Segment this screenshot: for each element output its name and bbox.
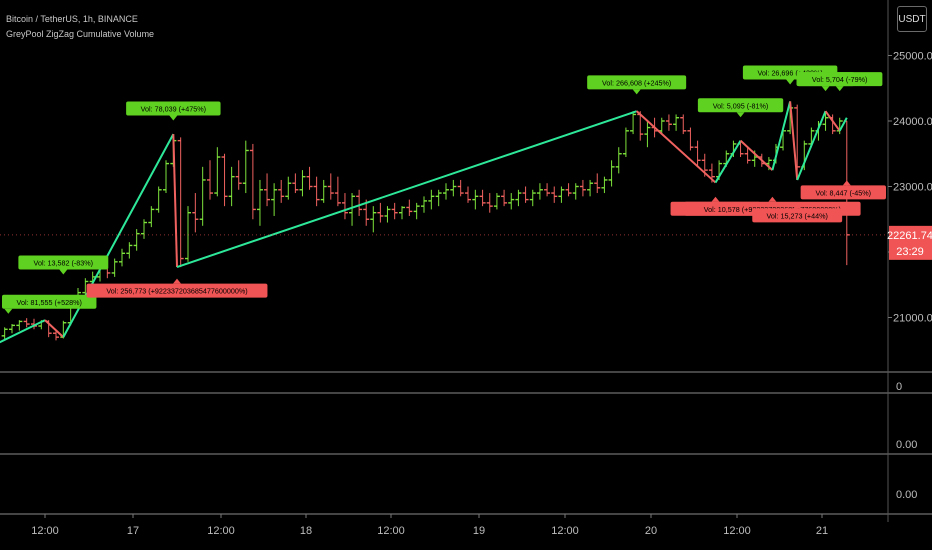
zigzag-segment — [771, 101, 792, 171]
volume-label-pointer — [736, 112, 745, 118]
volume-label-text: Vol: 78,039 (+475%) — [141, 105, 206, 114]
volume-label-up: Vol: 81,555 (+528%) — [2, 294, 97, 314]
volume-label-text: Vol: 5,704 (-79%) — [812, 75, 868, 84]
volume-label-pointer — [793, 203, 802, 209]
volume-label-box — [752, 208, 843, 223]
volume-label-text: Vol: 256,773 (+922337203685477600000%) — [106, 287, 247, 296]
volume-labels-layer: Vol: 81,555 (+528%) Vol: 13,582 (-83%) Vol… — [2, 65, 886, 314]
symbol-title: Bitcoin / TetherUS, 1h, BINANCE — [6, 14, 138, 24]
volume-label-pointer — [786, 79, 795, 85]
time-tick-label: 12:00 — [551, 525, 579, 537]
volume-label-box — [800, 185, 886, 200]
volume-label-box — [797, 72, 883, 87]
volume-label-box — [587, 75, 687, 90]
pane-axis-label: 0.00 — [896, 439, 917, 451]
volume-label-up: Vol: 266,608 (+245%) — [587, 75, 687, 95]
volume-label-text: Vol: 13,582 (-83%) — [34, 258, 94, 267]
volume-label-pointer — [768, 196, 777, 202]
time-tick-label: 17 — [127, 525, 139, 537]
volume-label-pointer — [169, 115, 178, 121]
time-tick-label: 12:00 — [377, 525, 405, 537]
last-price-label: 22261.74 — [887, 230, 932, 242]
volume-label-box — [86, 283, 268, 298]
volume-label-up: Vol: 5,095 (-81%) — [697, 98, 784, 118]
time-axis[interactable]: 12:00 17 12:00 18 12:00 19 12:00 20 12:00 21 — [31, 514, 828, 537]
zigzag-segment — [635, 110, 717, 184]
volume-label-text: Vol: 26,696 (+430%) — [757, 69, 822, 78]
volume-label-down: Vol: 256,773 (+922337203685477600000%) — [86, 278, 268, 298]
time-tick-label: 19 — [473, 525, 485, 537]
price-tick-label: 21000.00 — [893, 313, 932, 325]
volume-label-pointer — [835, 86, 844, 92]
zigzag-segment — [739, 139, 774, 171]
pane-axis-label: 0.00 — [896, 489, 917, 501]
volume-label-pointer — [59, 269, 68, 275]
time-tick-label: 12:00 — [31, 525, 59, 537]
volume-label-text: Vol: 5,095 (-81%) — [713, 101, 769, 110]
volume-label-box — [18, 255, 109, 270]
zigzag-segment — [176, 110, 637, 269]
time-tick-label: 12:00 — [723, 525, 751, 537]
countdown-label: 23:29 — [896, 246, 924, 258]
lower-panes: 0 0.00 0.00 — [0, 371, 932, 515]
time-tick-label: 20 — [645, 525, 657, 537]
zigzag-segment — [824, 110, 841, 132]
volume-label-up: Vol: 78,039 (+475%) — [126, 101, 221, 121]
volume-label-pointer — [842, 180, 851, 186]
time-tick-label: 21 — [816, 525, 828, 537]
zigzag-segment — [0, 319, 46, 344]
volume-label-text: Vol: 81,555 (+528%) — [17, 298, 82, 307]
volume-label-pointer — [711, 196, 720, 202]
time-tick-label: 12:00 — [207, 525, 235, 537]
volume-label-up: Vol: 5,704 (-79%) — [797, 72, 883, 92]
zigzag-segment — [838, 117, 848, 132]
volume-label-box — [697, 98, 784, 113]
volume-label-pointer — [821, 86, 830, 92]
price-tick-label: 25000.00 — [893, 51, 932, 63]
volume-label-pointer — [632, 89, 641, 95]
volume-label-box — [126, 101, 221, 116]
currency-button[interactable]: USDT — [897, 6, 927, 32]
zigzag-segment — [714, 140, 742, 184]
indicator-title: GreyPool ZigZag Cumulative Volume — [6, 29, 155, 39]
volume-label-pointer — [173, 278, 181, 284]
zigzag-segment — [796, 110, 827, 181]
volume-label-text: Vol: 15,273 (+44%) — [767, 211, 828, 220]
zigzag-segment — [172, 134, 178, 268]
pane-axis-label: 0 — [896, 381, 902, 393]
volume-label-up: Vol: 13,582 (-83%) — [18, 255, 109, 275]
price-tick-label: 24000.00 — [893, 116, 932, 128]
zigzag-segment — [44, 319, 65, 338]
last-price-tag — [889, 225, 932, 260]
time-tick-label: 18 — [300, 525, 312, 537]
volume-label-box — [2, 294, 97, 309]
price-tick-label: 23000.00 — [893, 182, 932, 194]
volume-label-down: Vol: 8,447 (-45%) — [800, 180, 886, 200]
volume-label-pointer — [4, 308, 13, 314]
zigzag-segment — [789, 101, 799, 181]
volume-label-down: Vol: 15,273 (+44%) — [752, 203, 843, 223]
volume-label-text: Vol: 266,608 (+245%) — [602, 78, 671, 87]
volume-label-text: Vol: 8,447 (-45%) — [816, 188, 872, 197]
price-axis[interactable]: 25000.0024000.0023000.0022000.0021000.00… — [0, 0, 932, 522]
